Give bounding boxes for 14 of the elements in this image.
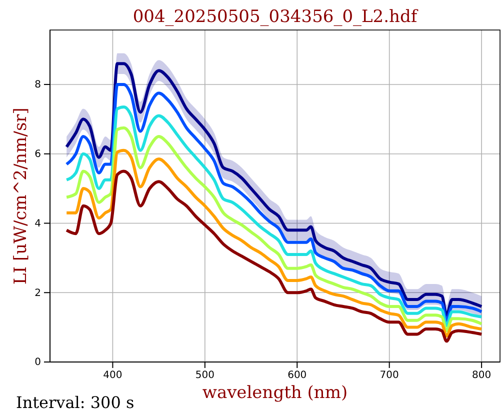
y-tick-label: 6 — [34, 149, 41, 160]
y-tick-label: 4 — [34, 218, 41, 230]
y-axis-title: LI [uW/cm^2/nm/sr] — [11, 108, 31, 284]
x-tick-label: 400 — [103, 370, 122, 382]
x-axis-title: wavelength (nm) — [202, 383, 348, 403]
y-tick-label: 0 — [34, 357, 41, 368]
text: Interval: 300 s — [16, 393, 134, 412]
y-tick-label: 2 — [34, 288, 41, 299]
x-tick-label: 500 — [195, 370, 214, 382]
chart-title: 004_20250505_034356_0_L2.hdf — [132, 7, 419, 27]
x-tick-label: 600 — [288, 370, 307, 382]
y-tick-label: 8 — [34, 80, 41, 91]
x-tick-label: 800 — [472, 370, 492, 382]
x-tick-label: 700 — [380, 370, 399, 382]
